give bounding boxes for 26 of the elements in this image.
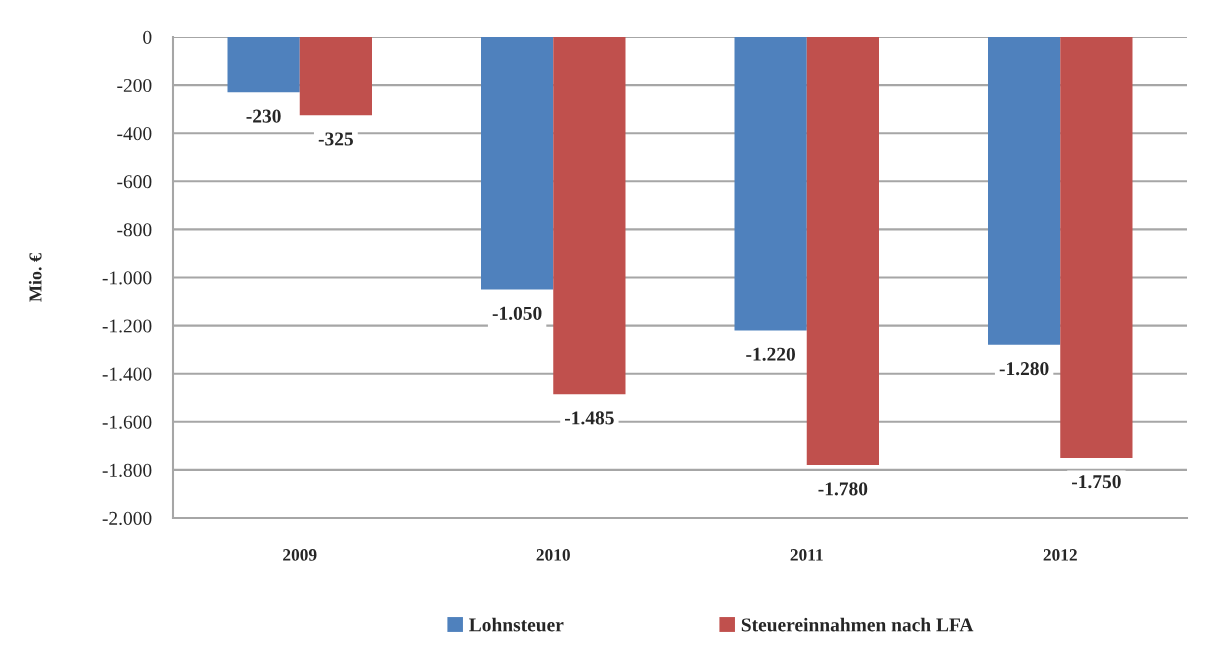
legend-label: Lohnsteuer — [469, 617, 564, 632]
y-tick-label: -200 — [117, 78, 152, 93]
x-tick-label: 2009 — [283, 549, 317, 561]
data-label: -1.280 — [999, 362, 1049, 376]
data-label: -1.750 — [1071, 475, 1121, 489]
legend-label: Steuereinnahmen nach LFA — [741, 617, 974, 632]
y-tick-label: -1.200 — [102, 319, 152, 333]
data-label: -230 — [246, 109, 281, 123]
y-tick-label: -1.400 — [102, 367, 152, 381]
data-label: -1.780 — [818, 482, 868, 496]
y-tick-label: -800 — [117, 223, 152, 237]
data-label: -1.050 — [492, 306, 542, 320]
y-tick-label: -400 — [117, 127, 152, 141]
y-tick-label: -1.000 — [102, 271, 152, 285]
x-tick-label: 2010 — [536, 549, 570, 561]
y-tick-label: -2.000 — [102, 511, 152, 526]
y-tick-label: -600 — [117, 175, 152, 189]
y-tick-label: -1.800 — [102, 463, 152, 477]
data-label: -1.485 — [564, 411, 614, 425]
y-axis-title: Mio. € — [28, 253, 42, 302]
data-label: -1.220 — [746, 347, 795, 361]
y-tick-label: 0 — [143, 30, 152, 44]
x-tick-label: 2012 — [1043, 549, 1077, 561]
x-tick-label: 2011 — [790, 549, 823, 561]
y-tick-label: -1.600 — [102, 415, 152, 429]
data-label: -325 — [318, 132, 353, 146]
